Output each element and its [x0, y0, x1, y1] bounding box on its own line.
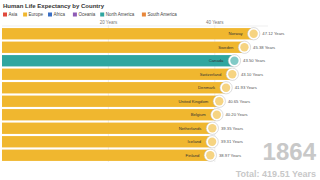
data-label: 40.65 Years — [228, 99, 250, 104]
bars — [2, 28, 253, 161]
tick-label: 40 Years — [206, 20, 224, 25]
bar — [2, 96, 218, 107]
legend-swatch — [3, 13, 7, 17]
data-label: 45.38 Years — [253, 45, 275, 50]
flag-icon — [208, 124, 216, 132]
legend-swatch — [23, 13, 27, 17]
flag-badge — [211, 109, 223, 121]
title: Human Life Expectancy by Country — [3, 3, 105, 9]
bar — [2, 136, 211, 147]
category-label: Sweden — [218, 45, 234, 50]
tick-label: 20 Years — [100, 20, 118, 25]
bar — [2, 55, 233, 66]
flag-badge — [213, 95, 225, 107]
total-label: Total: 419.51 Years — [236, 169, 316, 179]
flag-icon — [240, 43, 248, 51]
bar — [2, 42, 243, 53]
bar — [2, 123, 211, 134]
category-label: Switzerland — [200, 72, 222, 77]
data-label: 41.93 Years — [235, 85, 257, 90]
axis-line — [2, 26, 268, 27]
chart: Human Life Expectancy by Country Asia Euro… — [0, 0, 320, 180]
data-label: 39.31 Years — [221, 139, 243, 144]
flag-badge — [220, 82, 232, 94]
category-label: Norway — [228, 31, 243, 36]
category-label: Denmark — [198, 85, 216, 90]
data-label: 38.97 Years — [219, 153, 241, 158]
flag-badge — [226, 68, 238, 80]
flag-badge — [204, 149, 216, 161]
bar — [2, 69, 231, 80]
flag-icon — [228, 70, 236, 78]
category-label: Belgium — [191, 112, 207, 117]
bar — [2, 82, 225, 93]
year-label: 1864 — [263, 138, 317, 165]
flag-icon — [215, 97, 223, 105]
data-label: 39.35 Years — [221, 126, 243, 131]
category-label: Netherlands — [179, 126, 202, 131]
category-label: Canada — [209, 58, 224, 63]
legend-swatch — [73, 13, 77, 17]
flag-badge — [206, 136, 218, 148]
data-label: 40.20 Years — [226, 112, 248, 117]
legend-swatch — [142, 13, 146, 17]
bar — [2, 150, 209, 161]
legend-swatch — [100, 13, 104, 17]
flag-icon — [208, 138, 216, 146]
category-label: Finland — [186, 153, 200, 158]
category-label: Iceland — [188, 139, 202, 144]
flag-icon — [213, 111, 221, 119]
legend-entry: North America — [106, 12, 135, 17]
flag-badge — [228, 55, 240, 67]
legend-entry: Oceania — [78, 12, 95, 17]
legend-swatch — [48, 13, 52, 17]
category-label: United Kingdom — [178, 99, 208, 104]
flag-icon — [250, 30, 258, 38]
bar — [2, 28, 253, 39]
flag-badge — [206, 122, 218, 134]
data-label: 43.50 Years — [243, 58, 265, 63]
legend-entry: Asia — [9, 12, 18, 17]
data-label: 43.10 Years — [241, 72, 263, 77]
legend-entry: Africa — [54, 12, 66, 17]
background — [0, 0, 320, 180]
bar — [2, 109, 216, 120]
flag-badge — [248, 28, 260, 40]
flag-icon — [222, 84, 230, 92]
data-label: 47.12 Years — [262, 31, 284, 36]
flag-badge — [238, 41, 250, 53]
flag-icon — [206, 151, 214, 159]
legend-entry: Europe — [29, 12, 44, 17]
legend-entry: South America — [147, 12, 177, 17]
flag-icon — [230, 57, 238, 65]
